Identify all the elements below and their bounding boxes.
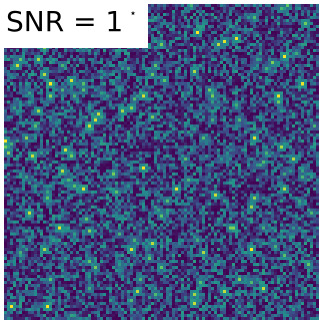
noise-heatmap: [4, 4, 319, 320]
snr-label-text: SNR = 1: [6, 5, 124, 38]
noise-image: [4, 4, 319, 320]
label-box: SNR = 1 ⋆: [0, 0, 148, 48]
star-icon: ⋆: [129, 6, 137, 20]
snr-label: SNR = 1 ⋆: [6, 6, 137, 38]
